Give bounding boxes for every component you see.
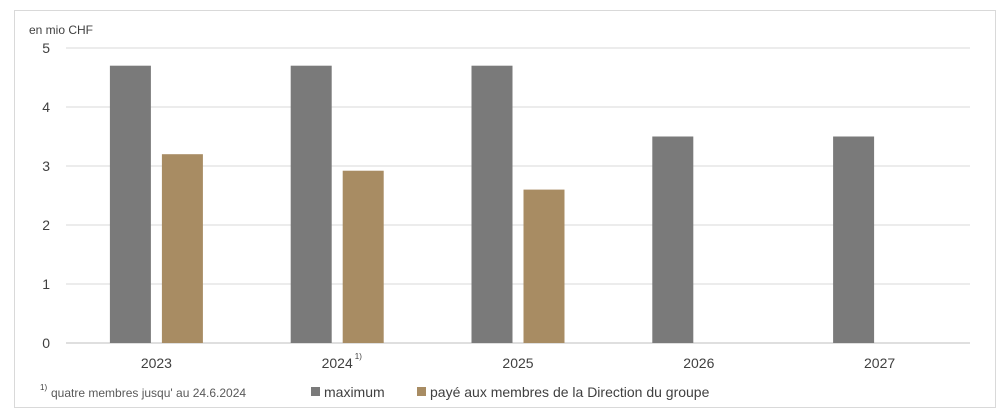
legend-swatch-maximum bbox=[311, 387, 320, 396]
legend-label-maximum: maximum bbox=[324, 384, 385, 400]
bar-paid-2024 bbox=[342, 170, 384, 343]
y-unit-label: en mio CHF bbox=[29, 23, 93, 37]
bar-maximum-2027 bbox=[833, 136, 875, 343]
x-tick-label: 2025 bbox=[502, 355, 533, 371]
bar-maximum-2026 bbox=[652, 136, 694, 343]
x-tick-label: 2026 bbox=[683, 355, 714, 371]
legend: maximum payé aux membres de la Direction… bbox=[311, 384, 710, 400]
y-tick-label: 3 bbox=[42, 158, 50, 174]
bars bbox=[109, 65, 875, 343]
footnote-marker: 1) bbox=[40, 383, 47, 392]
x-tick-superscript: 1) bbox=[355, 352, 362, 361]
legend-label-paid: payé aux membres de la Direction du grou… bbox=[430, 384, 710, 400]
footnote-text: quatre membres jusqu' au 24.6.2024 bbox=[51, 386, 246, 400]
x-tick-label: 2023 bbox=[141, 355, 172, 371]
bar-paid-2025 bbox=[523, 189, 565, 343]
axis-labels: 0 1 2 3 4 5 2023 2024 1) 2025 2026 2027 bbox=[42, 40, 895, 371]
footnote: 1) quatre membres jusqu' au 24.6.2024 bbox=[40, 383, 246, 400]
bar-paid-2023 bbox=[161, 154, 203, 343]
y-tick-label: 4 bbox=[42, 99, 50, 115]
y-tick-label: 5 bbox=[42, 40, 50, 56]
bar-maximum-2023 bbox=[109, 65, 151, 343]
x-tick-label: 2024 bbox=[322, 355, 353, 371]
y-tick-label: 1 bbox=[42, 276, 50, 292]
gridlines bbox=[66, 47, 970, 344]
bar-maximum-2024 bbox=[290, 65, 332, 343]
legend-swatch-paid bbox=[417, 387, 426, 396]
bar-maximum-2025 bbox=[471, 65, 513, 343]
y-tick-label: 2 bbox=[42, 217, 50, 233]
y-tick-label: 0 bbox=[42, 335, 50, 351]
x-tick-label: 2027 bbox=[864, 355, 895, 371]
